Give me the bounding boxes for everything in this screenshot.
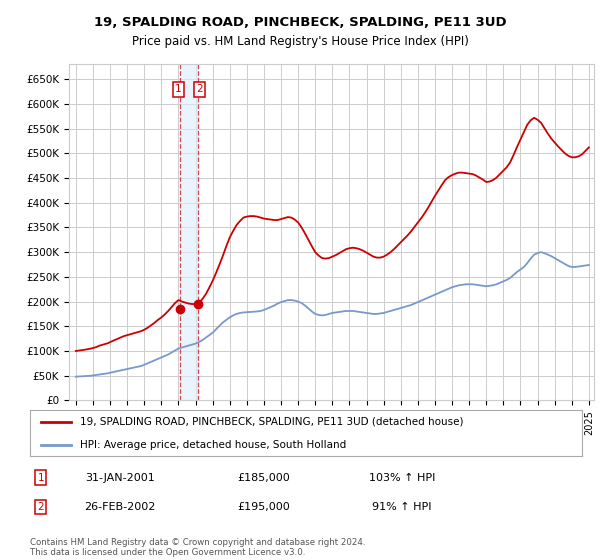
Text: 31-JAN-2001: 31-JAN-2001 (85, 473, 155, 483)
Text: 91% ↑ HPI: 91% ↑ HPI (372, 502, 432, 512)
Text: 1: 1 (175, 84, 182, 94)
Text: 2: 2 (37, 502, 44, 512)
Text: £195,000: £195,000 (238, 502, 290, 512)
Text: 19, SPALDING ROAD, PINCHBECK, SPALDING, PE11 3UD: 19, SPALDING ROAD, PINCHBECK, SPALDING, … (94, 16, 506, 29)
Text: 2: 2 (196, 84, 203, 94)
Text: 1: 1 (37, 473, 44, 483)
Text: £185,000: £185,000 (238, 473, 290, 483)
Bar (180, 64, 198, 400)
Text: Price paid vs. HM Land Registry's House Price Index (HPI): Price paid vs. HM Land Registry's House … (131, 35, 469, 48)
Text: HPI: Average price, detached house, South Holland: HPI: Average price, detached house, Sout… (80, 440, 346, 450)
Text: 103% ↑ HPI: 103% ↑ HPI (369, 473, 435, 483)
Text: 19, SPALDING ROAD, PINCHBECK, SPALDING, PE11 3UD (detached house): 19, SPALDING ROAD, PINCHBECK, SPALDING, … (80, 417, 463, 427)
Text: 26-FEB-2002: 26-FEB-2002 (85, 502, 155, 512)
Text: Contains HM Land Registry data © Crown copyright and database right 2024.
This d: Contains HM Land Registry data © Crown c… (30, 538, 365, 557)
